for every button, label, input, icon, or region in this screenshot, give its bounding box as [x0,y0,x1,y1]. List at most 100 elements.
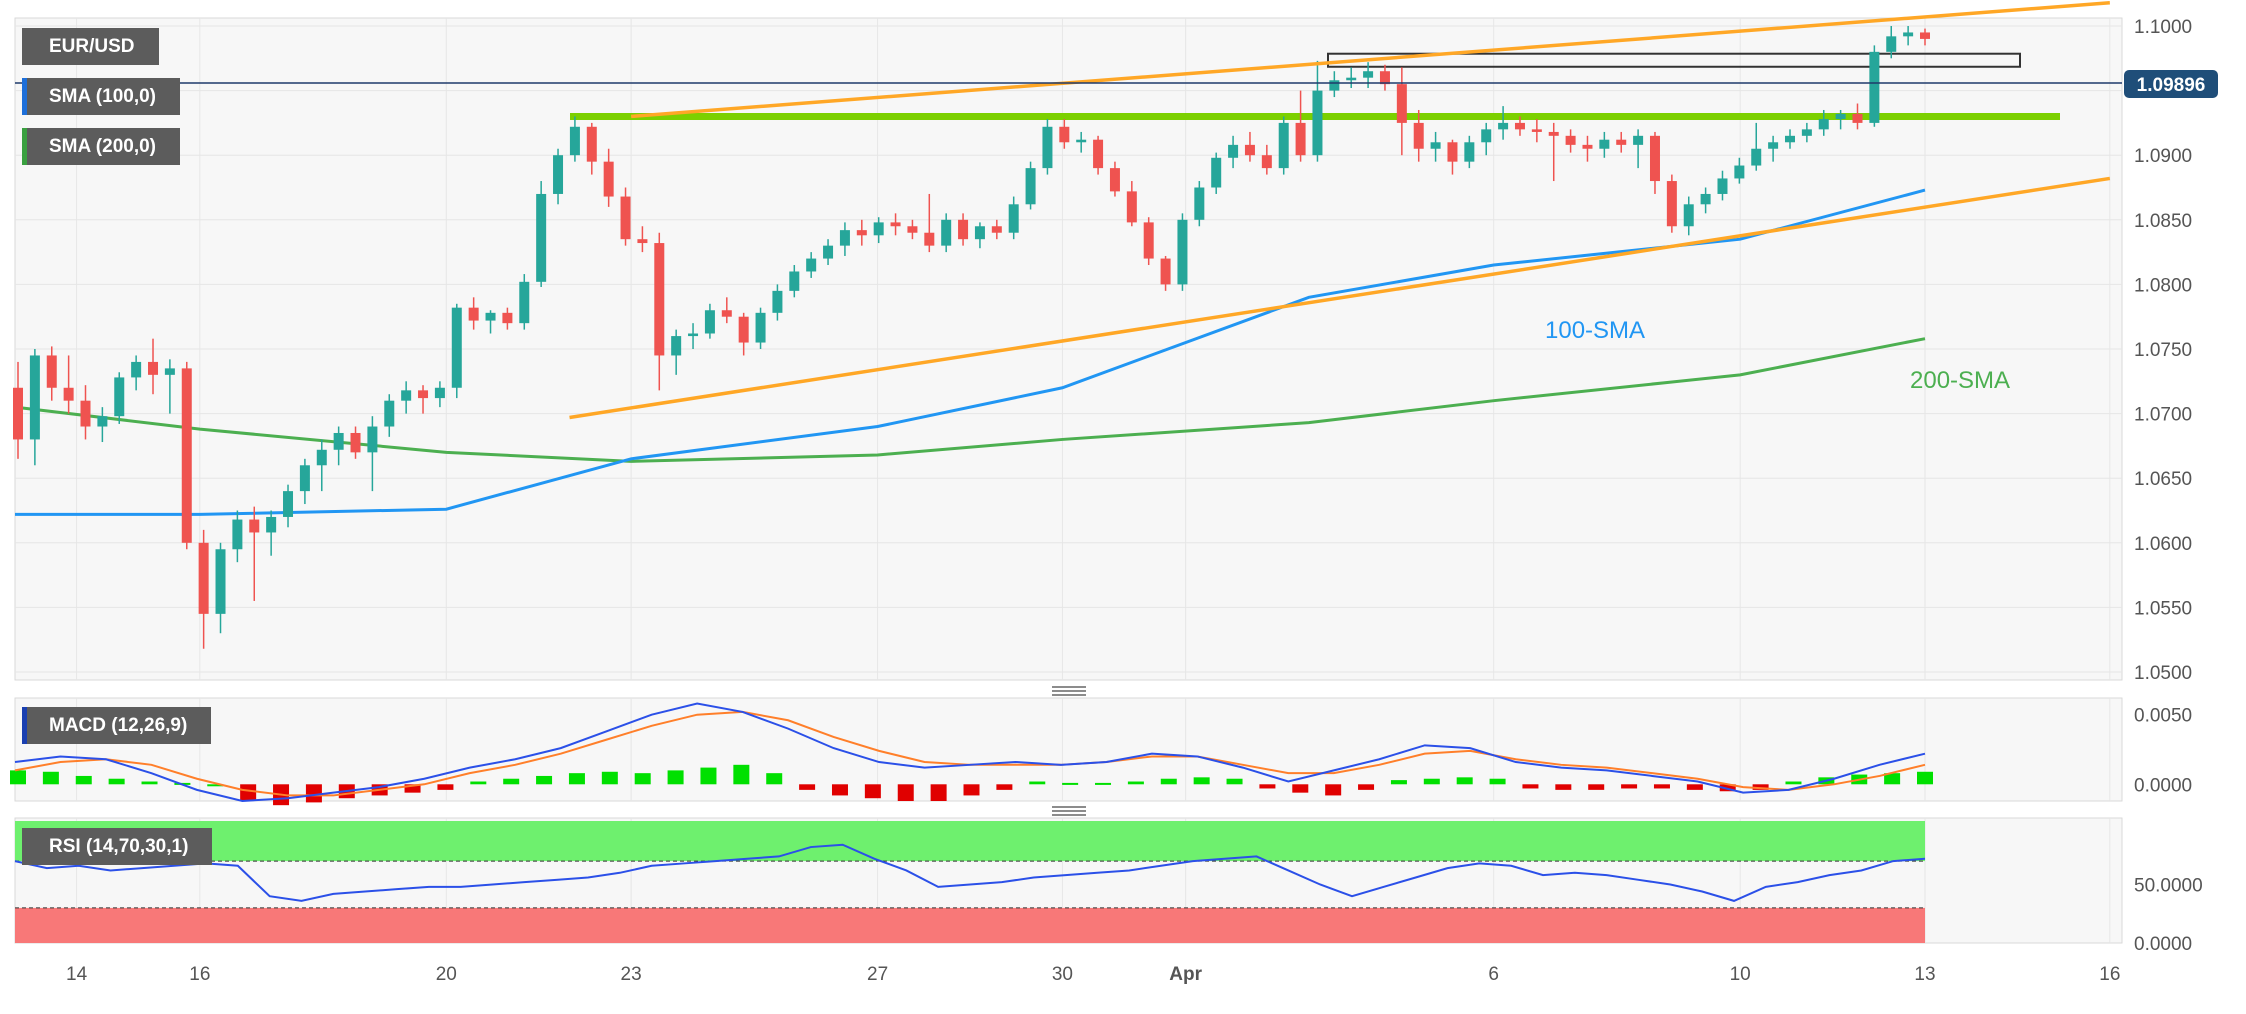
candle-body [569,126,580,156]
candle [941,213,952,253]
candle [1531,119,1542,143]
candle-body [384,400,395,427]
macd-histogram-bar [503,778,520,785]
date-tick-label: 16 [189,964,210,985]
price-tick-label: 1.0850 [2134,211,2192,232]
candle [1514,116,1525,136]
candle [586,122,597,175]
date-tick-label: 14 [66,964,88,985]
candle-body [1548,131,1559,136]
macd-histogram-bar [1884,773,1901,785]
candle [63,355,74,414]
macd-badge[interactable]: MACD (12,26,9) [22,707,212,744]
macd-resize-handle[interactable] [1052,686,1086,696]
macd-histogram-bar [10,770,26,785]
candle [367,416,378,492]
candle-body [1531,129,1542,132]
candle-body [738,316,749,343]
candle [181,361,192,550]
candle [1784,129,1795,149]
candle-body [1413,122,1424,149]
macd-histogram-bar [1325,784,1342,796]
candle [823,239,834,266]
candle [1649,131,1660,194]
date-tick-label: 20 [436,964,457,985]
candle [907,219,918,240]
candle [350,426,361,459]
sma-100-line [15,188,1926,516]
macd-histogram-bar [700,767,717,785]
candle-body [485,312,496,321]
symbol-badge[interactable]: EUR/USD [22,28,159,65]
sma-100-annotation: 100-SMA [1545,317,1645,344]
candle [1835,109,1846,130]
candle-body [1312,90,1323,156]
candle [215,542,226,634]
candle [1143,217,1154,266]
rsi-badge[interactable]: RSI (14,70,30,1) [22,828,213,865]
candle-body [907,226,918,233]
candle [890,213,901,236]
candle-body [198,542,209,614]
macd-histogram-bar [667,770,684,785]
candle-body [1379,71,1390,85]
candle-body [1700,193,1711,205]
resistance-zone-box [1327,52,2021,68]
candle-body [856,230,867,236]
candle [1920,28,1930,46]
macd-histogram-bar [766,773,783,785]
candle-body [654,243,665,356]
candle-body [1599,139,1610,149]
candle-body [1396,84,1407,123]
macd-histogram-bar [240,784,257,801]
candle-body [1278,122,1289,169]
candle-body [1109,168,1120,192]
sma-100-badge[interactable]: SMA (100,0) [22,78,180,115]
candle [1109,161,1120,197]
macd-histogram-bar [141,781,158,785]
macd-histogram-bar [799,784,816,790]
candle [772,284,783,321]
y-axis-ticks: 1.0500 1.0550 1.0600 1.0650 1.0700 1.0750 1.08… [2134,17,2203,955]
candle [401,381,412,414]
candle [704,303,715,339]
candle-body [1683,204,1694,227]
sma-200-annotation: 200-SMA [1910,367,2010,394]
candle [1903,26,1914,46]
candle [1481,122,1492,156]
candle-body [1295,122,1306,156]
candle [502,307,513,330]
macd-histogram-bar [1160,778,1177,785]
candle-body [1042,126,1053,169]
candle-body [1363,71,1374,78]
candle-body [1666,181,1677,227]
candle-body [1852,113,1863,123]
sma-200-badge[interactable]: SMA (200,0) [22,128,180,165]
candle [1059,119,1070,149]
candle-body [924,232,935,246]
candle-body [519,281,530,324]
price-tick-label: 1.1000 [2134,17,2192,38]
candle [1447,139,1458,175]
candle [671,329,682,375]
macd-histogram-bar [1226,778,1243,785]
candle [1278,116,1289,175]
date-tick-label: 6 [1488,964,1499,985]
rsi-line [14,843,1926,902]
candle-body [502,312,513,324]
candle [1852,103,1863,130]
sma-200-line [14,337,1926,463]
rsi-tick-label: 0.0000 [2134,934,2192,955]
candle [1228,135,1239,169]
trendlines [569,0,2111,420]
macd-histogram-bar [1029,781,1046,785]
candle [1666,174,1677,233]
macd-histogram-bar [1621,784,1638,789]
macd-tick-label: 0.0000 [2134,775,2192,796]
candle-body [1903,32,1914,37]
macd-histogram-bar [404,784,421,793]
candle-body [1244,144,1255,156]
candle [1093,135,1104,175]
rsi-resize-handle[interactable] [1052,806,1086,816]
candle-body [958,219,969,240]
